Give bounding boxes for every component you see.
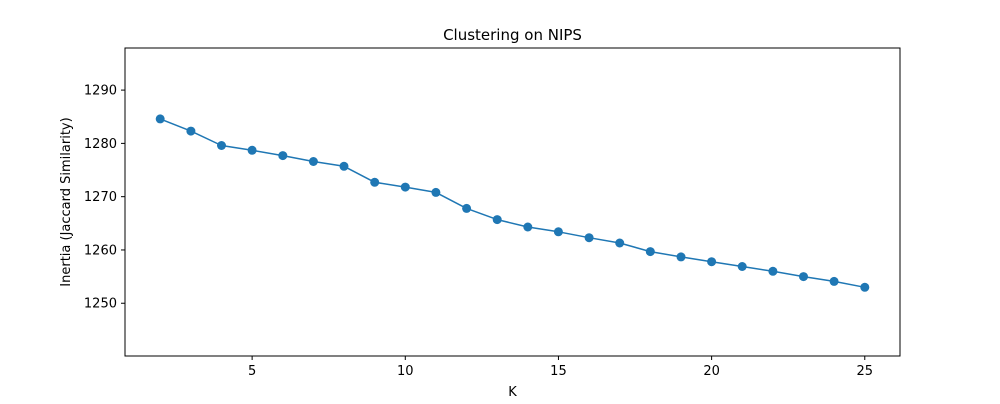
series-line (159, 118, 866, 289)
data-point (860, 282, 870, 292)
data-point (431, 187, 441, 197)
x-tick-label: 5 (248, 364, 256, 379)
data-point (553, 227, 563, 237)
data-point (737, 262, 747, 271)
y-tick-label: 1260 (84, 243, 117, 258)
data-point (707, 257, 717, 267)
y-tick-label: 1280 (84, 137, 117, 152)
data-point (462, 203, 472, 213)
x-tick-label: 10 (397, 364, 414, 379)
y-tick-label: 1250 (84, 297, 117, 312)
data-point (339, 161, 349, 171)
data-point (400, 182, 410, 192)
y-tick-label: 1270 (84, 190, 117, 205)
data-point (492, 215, 502, 225)
data-point (676, 252, 686, 262)
ticks-layer: 5 10 15 20 25 1250 1260 1270 1280 1290 (84, 84, 873, 379)
data-point (799, 272, 808, 282)
data-point (217, 141, 226, 150)
plot-background (125, 48, 900, 356)
points-layer (155, 114, 870, 292)
data-point (155, 114, 165, 124)
x-tick-label: 20 (703, 364, 720, 379)
data-point (768, 266, 778, 276)
y-axis-label: Inertia (Jaccard Similarity) (59, 117, 74, 286)
data-point (278, 151, 288, 161)
data-point (645, 247, 655, 257)
x-axis-label: K (508, 385, 517, 400)
y-tick-label: 1290 (84, 84, 117, 99)
data-point (523, 222, 533, 232)
data-point (308, 157, 318, 166)
x-tick-label: 15 (550, 364, 567, 379)
chart-title: Clustering on NIPS (443, 26, 582, 44)
plot-frame (124, 47, 901, 357)
x-tick-label: 25 (856, 364, 873, 379)
data-point (615, 238, 625, 248)
data-point (186, 126, 196, 136)
data-point (247, 145, 257, 155)
data-point (829, 276, 839, 286)
data-point (370, 177, 380, 187)
data-point (584, 233, 594, 243)
